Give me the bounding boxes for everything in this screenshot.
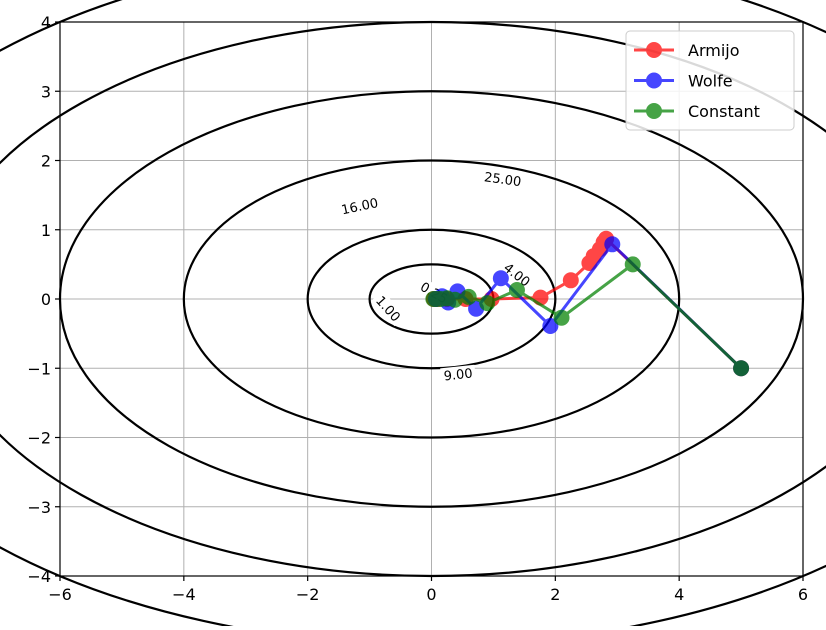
contour-label-background	[337, 194, 382, 218]
legend-marker	[646, 42, 662, 58]
legend-label: Wolfe	[688, 72, 733, 91]
x-tick-label: −6	[48, 585, 72, 604]
contour-label-group: 9.00	[440, 364, 476, 385]
legend-item-armijo: Armijo	[634, 41, 740, 60]
y-tick-label: −3	[27, 498, 51, 517]
contour-line	[306, 228, 557, 370]
legend-item-wolfe: Wolfe	[634, 72, 733, 91]
data-point	[562, 272, 579, 289]
contour-label-background	[499, 257, 536, 291]
contour-label-background	[440, 364, 476, 384]
x-tick-label: 4	[674, 585, 684, 604]
y-tick-label: 3	[41, 82, 51, 101]
data-point	[624, 256, 641, 273]
legend-marker-group	[634, 103, 674, 119]
data-point	[492, 270, 509, 287]
legend-label: Constant	[688, 102, 760, 121]
data-point	[460, 288, 477, 305]
y-tick-label: 4	[41, 13, 51, 32]
legend-marker	[646, 72, 662, 89]
x-tick-label: −4	[172, 585, 196, 604]
contour-line	[182, 159, 681, 439]
data-point	[425, 291, 442, 307]
data-point	[508, 281, 525, 298]
contour-label: 25.00	[483, 170, 522, 190]
x-tick-label: −2	[296, 585, 320, 604]
legend-marker-group	[634, 42, 674, 58]
y-tick-label: 2	[41, 152, 51, 171]
y-tick-label: 1	[41, 221, 51, 240]
series-group	[425, 230, 750, 377]
legend-frame	[625, 30, 795, 131]
data-point	[479, 295, 496, 312]
x-tick-label: 0	[426, 585, 436, 604]
x-tick-label: 2	[550, 585, 560, 604]
legend-item-constant: Constant	[634, 102, 760, 121]
contour-label: 9.00	[443, 367, 473, 385]
data-point	[542, 318, 559, 335]
contour-label-background	[480, 168, 525, 190]
data-point	[553, 309, 570, 326]
legend-label: Armijo	[688, 41, 740, 60]
contour-label-group: 25.00	[480, 168, 525, 190]
data-point	[733, 360, 750, 377]
x-tick-label: 6	[798, 585, 808, 604]
legend-marker-group	[634, 72, 674, 89]
contour-label-background	[371, 290, 406, 327]
legend: Armijo Wolfe Constant	[625, 30, 795, 131]
data-point	[604, 236, 621, 253]
y-tick-label: −1	[27, 359, 51, 378]
series-constant	[425, 256, 750, 377]
y-tick-label: −4	[27, 567, 51, 586]
legend-marker	[646, 103, 662, 119]
y-tick-label: 0	[41, 290, 51, 309]
y-tick-label: −2	[27, 429, 51, 448]
